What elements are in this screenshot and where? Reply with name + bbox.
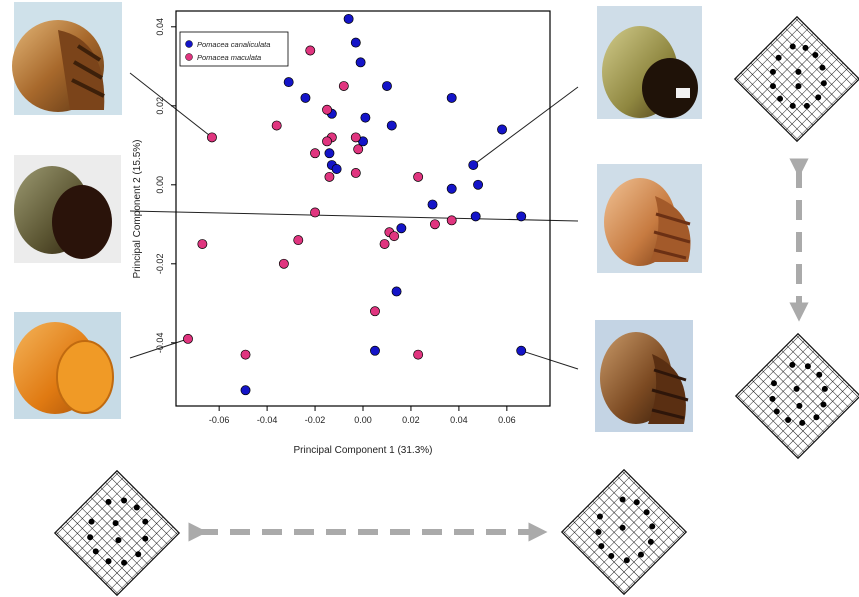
- point-canaliculata: [240, 385, 251, 396]
- point-canaliculata: [283, 77, 294, 88]
- point-canaliculata: [324, 148, 335, 159]
- point-maculata: [324, 171, 335, 182]
- x-tick-label: 0.04: [450, 415, 468, 425]
- point-canaliculata: [470, 211, 481, 222]
- point-maculata: [322, 104, 332, 115]
- point-maculata: [271, 120, 282, 131]
- shell-photo-mid-right: [597, 164, 702, 273]
- point-canaliculata: [396, 223, 407, 234]
- point-maculata: [322, 136, 332, 147]
- x-tick-label: -0.06: [209, 415, 230, 425]
- point-maculata: [183, 333, 193, 344]
- y-tick-label: 0.02: [155, 97, 165, 115]
- point-maculata: [413, 171, 424, 182]
- point-canaliculata: [391, 286, 402, 297]
- x-tick-label: -0.02: [305, 415, 326, 425]
- point-canaliculata: [360, 112, 371, 123]
- y-tick-label: -0.04: [155, 333, 165, 354]
- point-maculata: [379, 239, 390, 249]
- point-maculata: [207, 132, 217, 143]
- point-maculata: [240, 349, 251, 360]
- point-canaliculata: [497, 124, 508, 135]
- point-canaliculata: [446, 92, 457, 103]
- deformation-grid-bottom-center: [560, 468, 688, 596]
- shell-photo-top-right: [597, 6, 702, 119]
- y-tick-label: 0.00: [155, 176, 165, 194]
- shell-photo-mid-left: [14, 155, 121, 263]
- point-canaliculata: [343, 13, 354, 24]
- y-tick-label: 0.04: [155, 18, 165, 36]
- point-maculata: [353, 144, 364, 155]
- point-maculata: [350, 132, 361, 143]
- point-canaliculata: [516, 211, 527, 222]
- point-maculata: [305, 45, 316, 56]
- point-maculata: [197, 239, 208, 249]
- legend-label-canaliculata: Pomacea canaliculata: [197, 40, 270, 49]
- shell-photo-bottom-right: [595, 320, 693, 432]
- pc1-axis-line: [129, 210, 579, 222]
- point-canaliculata: [386, 120, 397, 131]
- point-maculata: [310, 148, 321, 159]
- point-maculata: [429, 219, 440, 230]
- point-canaliculata: [427, 199, 438, 210]
- x-tick-label: -0.04: [257, 415, 278, 425]
- point-maculata: [278, 258, 289, 269]
- deformation-grid-bottom-right: [734, 332, 859, 460]
- point-maculata: [338, 81, 349, 92]
- plot-frame: [175, 10, 551, 407]
- point-canaliculata: [473, 179, 484, 190]
- point-canaliculata: [516, 345, 527, 356]
- point-maculata: [389, 231, 400, 242]
- point-maculata: [446, 215, 457, 226]
- x-axis-label: Principal Component 1 (31.3%): [294, 445, 433, 456]
- point-canaliculata: [355, 57, 366, 68]
- point-maculata: [293, 235, 304, 246]
- point-maculata: [310, 207, 321, 218]
- point-maculata: [413, 349, 424, 360]
- point-canaliculata: [331, 164, 342, 174]
- x-tick-label: 0.06: [498, 415, 516, 425]
- pca-scatter-plot: -0.06 -0.04 -0.02 0.00 0.02 0.04 0.06 -0.04-0.…: [129, 10, 579, 456]
- data-points: [183, 13, 527, 396]
- point-maculata: [370, 306, 380, 317]
- point-maculata: [350, 167, 361, 178]
- x-tick-label: 0.02: [402, 415, 420, 425]
- specimen-connector-line: [129, 338, 189, 359]
- deformation-grid-top-right: [733, 15, 859, 143]
- legend-marker-maculata: [185, 53, 193, 61]
- y-tick-label: -0.02: [155, 254, 165, 275]
- legend-marker-canaliculata: [185, 40, 193, 48]
- shell-photo-bottom-left: [13, 312, 121, 419]
- legend-box: [179, 31, 289, 67]
- legend-label-maculata: Pomacea maculata: [197, 53, 261, 62]
- legend: Pomacea canaliculata Pomacea maculata: [179, 31, 289, 67]
- point-canaliculata: [446, 183, 457, 194]
- point-canaliculata: [300, 92, 311, 103]
- x-axis: -0.06 -0.04 -0.02 0.00 0.02 0.04 0.06: [209, 406, 516, 425]
- shell-photo-top-left: [12, 2, 122, 115]
- y-axis-label: Principal Component 2 (15.5%): [132, 140, 143, 279]
- point-canaliculata: [350, 37, 361, 48]
- x-tick-label: 0.00: [354, 415, 372, 425]
- specimen-connector-line: [472, 86, 579, 166]
- point-canaliculata: [370, 345, 380, 356]
- deformation-grid-bottom-left: [53, 469, 181, 597]
- specimen-connector-line: [129, 72, 213, 138]
- point-canaliculata: [468, 160, 479, 170]
- point-canaliculata: [382, 81, 392, 92]
- y-axis: -0.04 -0.02 0.00 0.02 0.04: [155, 18, 176, 353]
